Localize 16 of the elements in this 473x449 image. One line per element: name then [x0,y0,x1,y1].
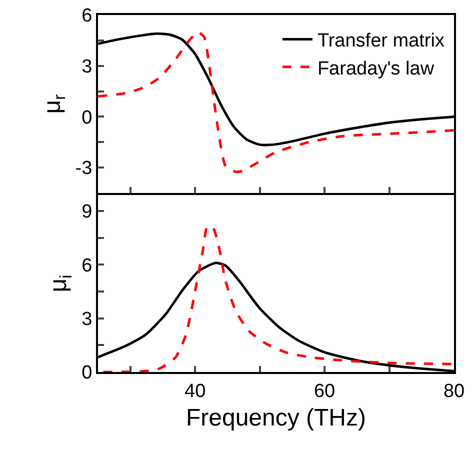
line-series [98,30,454,174]
line-series [102,225,453,372]
y-tick-label: 3 [82,309,92,330]
y-tick-label: 6 [82,6,92,27]
x-axis-title: Frequency (THz) [186,404,366,432]
y-tick-label: 0 [82,107,92,128]
x-tick-label: 40 [184,380,206,402]
y-tick-label: 0 [82,362,92,384]
y-tick-label: 3 [82,56,92,78]
y-tick-label: 6 [82,255,92,276]
x-tick-label: 80 [443,380,465,402]
y-tick-label: -3 [75,158,92,180]
x-tick-label: 60 [314,380,336,402]
legend-label: Faraday's law [317,58,434,80]
legend-label: Transfer matrix [317,30,445,52]
y-tick-label: 9 [82,202,92,223]
